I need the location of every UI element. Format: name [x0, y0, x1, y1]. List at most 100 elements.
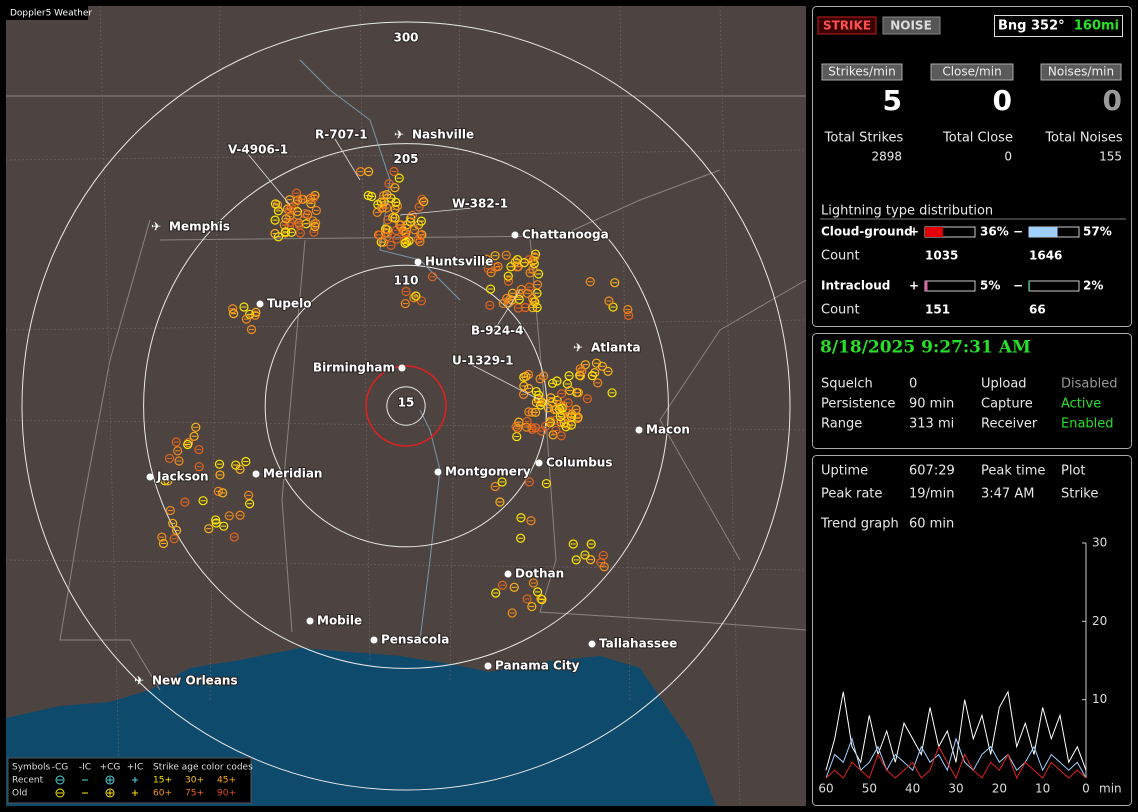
city-label: Meridian	[263, 467, 322, 481]
bearing-box	[994, 15, 1123, 37]
count-value: 66	[1029, 303, 1046, 317]
strike-symbol	[189, 431, 199, 441]
legend-symbol	[55, 775, 65, 785]
strike-symbol	[597, 361, 607, 371]
total-value: 0	[1004, 150, 1012, 164]
strike-symbol	[525, 268, 535, 278]
strike-symbol	[503, 271, 513, 281]
range-ring-label: 15	[398, 395, 415, 409]
percent-label: 5%	[980, 279, 1000, 293]
storm-track	[247, 153, 291, 206]
rate-label: Strikes/min	[828, 65, 895, 79]
strike-symbol	[485, 284, 496, 294]
x-tick-label: 40	[905, 782, 920, 796]
strike-symbol	[610, 278, 620, 288]
strike-symbol	[603, 366, 613, 376]
percent-bar	[925, 281, 928, 291]
bar-track	[1028, 280, 1080, 292]
strike-symbol	[427, 272, 438, 282]
strike-symbol	[400, 228, 410, 238]
strike-symbol	[524, 255, 534, 265]
strike-symbol	[308, 216, 318, 226]
strike-symbol	[521, 422, 532, 432]
sign: +	[909, 279, 919, 293]
city-dot	[146, 473, 154, 481]
strike-symbol	[215, 470, 225, 480]
strike-symbol	[392, 234, 402, 244]
strike-symbol	[310, 190, 320, 201]
strike-symbol	[483, 264, 493, 274]
strike-symbol	[394, 173, 404, 183]
strike-symbol	[311, 205, 321, 216]
strike-symbol	[211, 518, 221, 528]
strike-symbol	[575, 371, 586, 381]
strike-symbol	[245, 309, 255, 319]
storm-track	[490, 289, 521, 336]
strike-symbol	[528, 302, 538, 313]
count-value: 1646	[1029, 249, 1062, 263]
x-tick-label: 30	[948, 782, 963, 796]
stat-text: Peak time	[981, 464, 1045, 479]
strike-symbol	[623, 304, 633, 315]
airport-icon: ✈	[573, 341, 583, 355]
strike-symbol	[280, 227, 291, 237]
city-label: Columbus	[546, 456, 613, 470]
strike-symbol	[540, 421, 551, 431]
noise-button[interactable]	[882, 16, 941, 35]
strike-symbol	[382, 190, 392, 200]
stat-text: 60 min	[909, 517, 954, 532]
stats-box	[812, 6, 1132, 327]
strike-symbol	[173, 446, 183, 456]
stat-text: Uptime	[821, 464, 868, 479]
strike-symbol	[555, 412, 565, 422]
strike-symbol	[194, 444, 204, 455]
strike-symbol	[563, 398, 573, 408]
legend-age: 15+	[153, 776, 172, 786]
total-label: Total Noises	[1044, 131, 1123, 146]
strike-symbol	[547, 378, 558, 388]
strike-symbol	[556, 389, 567, 399]
strike-symbol	[607, 388, 617, 398]
strike-symbol	[604, 296, 614, 306]
strike-symbol	[546, 393, 556, 403]
distance: 160mi	[1074, 19, 1119, 34]
strike-symbol	[527, 601, 537, 612]
strike-symbol	[493, 261, 503, 272]
strike-symbol	[582, 394, 593, 404]
percent-label: 2%	[1083, 279, 1103, 293]
rate-button	[930, 63, 1014, 81]
distribution-title: Lightning type distribution	[821, 204, 993, 219]
strike-symbol	[391, 197, 401, 207]
strike-symbol	[624, 310, 634, 321]
city-dot	[511, 231, 519, 239]
stat-text: Strike	[1061, 487, 1098, 502]
strike-button[interactable]	[817, 16, 877, 35]
strike-symbol	[382, 225, 392, 235]
strike-symbol	[531, 423, 541, 433]
strike-symbol	[235, 510, 245, 520]
rate-label: Close/min	[942, 65, 1001, 79]
strike-symbol	[211, 515, 221, 525]
datetime: 8/18/2025 9:27:31 AM	[820, 338, 1031, 358]
strike-symbol	[174, 456, 184, 466]
trend-line	[825, 745, 1087, 780]
bearing: Bng 352°	[998, 19, 1065, 34]
city-dot	[398, 364, 406, 372]
stat-text: 19/min	[909, 487, 954, 502]
strike-symbol	[491, 588, 501, 598]
y-tick-label: 20	[1092, 614, 1107, 628]
city-label: Birmingham	[313, 361, 395, 375]
strike-symbol	[367, 191, 377, 202]
strike-symbol	[599, 562, 609, 572]
strike-symbol	[165, 505, 175, 516]
strike-symbol	[524, 383, 534, 394]
rate-button	[1040, 63, 1122, 81]
city-dot	[252, 470, 260, 478]
total-label: Total Close	[942, 131, 1013, 146]
close-range-ring	[365, 365, 447, 447]
strike-symbol	[416, 216, 426, 226]
strike-symbol	[530, 297, 540, 307]
strike-symbol	[532, 280, 543, 290]
city-dot	[414, 258, 422, 266]
strike-symbol	[219, 521, 229, 531]
